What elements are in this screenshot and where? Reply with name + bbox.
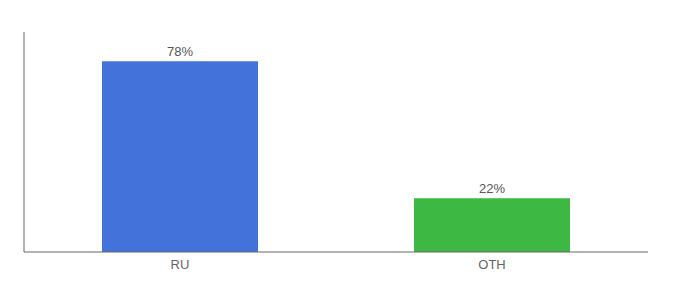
svg-text:OTH: OTH [478, 257, 505, 272]
svg-text:78%: 78% [167, 44, 193, 59]
svg-text:RU: RU [171, 257, 190, 272]
svg-text:22%: 22% [479, 181, 505, 196]
